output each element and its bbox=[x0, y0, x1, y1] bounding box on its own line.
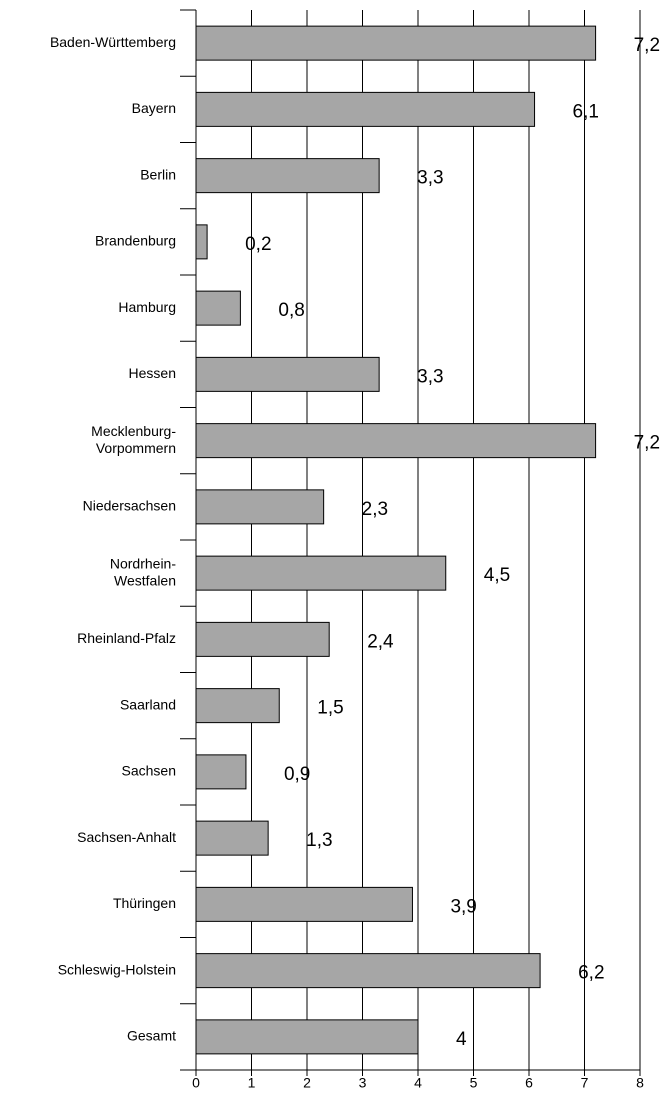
value-label: 2,4 bbox=[367, 631, 394, 652]
bar bbox=[195, 820, 269, 856]
x-tick-label: 1 bbox=[248, 1075, 256, 1091]
bar bbox=[195, 158, 380, 194]
y-tick-label: Hessen bbox=[129, 365, 176, 381]
value-label: 3,9 bbox=[450, 896, 476, 917]
value-label: 6,2 bbox=[578, 963, 604, 984]
bar bbox=[195, 91, 536, 127]
value-label: 2,3 bbox=[362, 499, 388, 520]
bar bbox=[195, 688, 280, 724]
x-tick-label: 4 bbox=[414, 1075, 422, 1091]
x-tick-label: 3 bbox=[359, 1075, 367, 1091]
value-label: 3,3 bbox=[417, 168, 443, 189]
value-label: 0,2 bbox=[245, 234, 271, 255]
y-tick-label: Bayern bbox=[132, 100, 176, 116]
bar bbox=[195, 25, 597, 61]
y-tick-label: Saarland bbox=[120, 696, 176, 712]
x-tick-label: 6 bbox=[525, 1075, 533, 1091]
value-label: 1,5 bbox=[317, 698, 343, 719]
value-label: 4 bbox=[456, 1029, 467, 1050]
value-label: 4,5 bbox=[484, 565, 510, 586]
value-label: 3,3 bbox=[417, 366, 443, 387]
y-tick-label: Sachsen-Anhalt bbox=[77, 829, 176, 845]
y-tick-label: Hamburg bbox=[118, 299, 176, 315]
y-tick-label: Baden-Württemberg bbox=[50, 34, 176, 50]
bar bbox=[195, 886, 413, 922]
y-tick-label: Niedersachsen bbox=[83, 498, 176, 514]
y-tick-label: Nordrhein-Westfalen bbox=[110, 555, 176, 588]
bar bbox=[195, 489, 325, 525]
y-tick-label: Gesamt bbox=[127, 1028, 176, 1044]
bar bbox=[195, 953, 541, 989]
y-tick-label: Berlin bbox=[140, 166, 176, 182]
y-tick-label: Mecklenburg-Vorpommern bbox=[91, 423, 176, 456]
bar bbox=[195, 621, 330, 657]
x-tick-label: 5 bbox=[470, 1075, 478, 1091]
bar bbox=[195, 423, 597, 459]
bar bbox=[195, 754, 247, 790]
x-tick-label: 0 bbox=[192, 1075, 200, 1091]
x-tick-label: 2 bbox=[303, 1075, 311, 1091]
y-tick-label: Schleswig-Holstein bbox=[58, 961, 176, 977]
y-tick-label: Rheinland-Pfalz bbox=[77, 630, 176, 646]
y-tick-label: Thüringen bbox=[113, 895, 176, 911]
bar bbox=[195, 224, 208, 260]
bar bbox=[195, 555, 447, 591]
y-tick-label: Brandenburg bbox=[95, 233, 176, 249]
x-tick-label: 8 bbox=[636, 1075, 644, 1091]
x-tick-label: 7 bbox=[581, 1075, 589, 1091]
value-label: 7,2 bbox=[634, 35, 660, 56]
value-label: 1,3 bbox=[306, 830, 332, 851]
value-label: 0,9 bbox=[284, 764, 310, 785]
value-label: 0,8 bbox=[278, 300, 304, 321]
y-tick-label: Sachsen bbox=[122, 763, 176, 779]
bar bbox=[195, 1019, 419, 1055]
value-label: 7,2 bbox=[634, 433, 660, 454]
bar bbox=[195, 356, 380, 392]
bar bbox=[195, 290, 241, 326]
value-label: 6,1 bbox=[573, 101, 599, 122]
